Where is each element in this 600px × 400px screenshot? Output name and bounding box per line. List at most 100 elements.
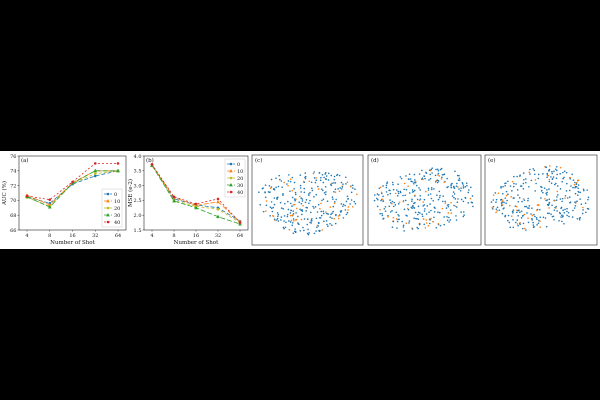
scatter-point <box>272 188 275 191</box>
scatter-point <box>534 173 536 176</box>
scatter-point <box>413 173 416 176</box>
scatter-point <box>447 203 450 206</box>
panel-label: (c) <box>255 157 262 164</box>
scatter-point <box>378 187 381 190</box>
scatter-point <box>373 199 376 202</box>
scatter-point <box>564 208 566 211</box>
scatter-point <box>313 177 316 179</box>
scatter-point <box>572 186 574 189</box>
data-point <box>216 214 220 219</box>
scatter-point <box>405 188 408 191</box>
scatter-point <box>559 166 562 169</box>
scatter-point <box>286 183 288 185</box>
scatter-point <box>547 174 550 177</box>
scatter-point <box>502 185 504 188</box>
scatter-point <box>537 177 540 180</box>
scatter-point <box>373 194 376 196</box>
x-tick-label: 64 <box>237 233 243 239</box>
scatter-point <box>396 227 398 229</box>
scatter-point <box>292 213 295 215</box>
legend-marker <box>229 183 233 187</box>
scatter-point <box>385 191 388 193</box>
scatter-point <box>299 229 302 232</box>
scatter-point <box>427 194 430 196</box>
scatter-point <box>376 197 378 200</box>
data-point <box>216 207 220 211</box>
scatter-point <box>300 191 302 193</box>
scatter-point <box>501 204 503 207</box>
scatter-point <box>424 227 427 229</box>
scatter-point <box>382 200 385 202</box>
scatter-point <box>337 215 340 217</box>
scatter-point <box>270 178 273 181</box>
scatter-point <box>310 181 313 184</box>
scatter-point <box>397 183 399 185</box>
legend-marker <box>106 213 110 217</box>
scatter-point <box>544 217 547 219</box>
scatter-point <box>291 189 294 192</box>
scatter-point <box>429 203 431 205</box>
scatter-point <box>290 219 293 222</box>
data-point <box>216 199 220 204</box>
scatter-point <box>497 192 500 194</box>
scatter-point <box>324 172 327 174</box>
data-point <box>93 174 97 178</box>
scatter-point <box>534 179 537 181</box>
scatter-point <box>546 189 548 191</box>
scatter-point <box>419 194 422 197</box>
scatter-point <box>379 208 381 211</box>
scatter-point <box>304 201 307 204</box>
scatter-point <box>495 208 498 210</box>
scatter-point <box>333 217 336 220</box>
scatter-point <box>398 218 400 221</box>
scatter-point <box>315 230 317 232</box>
scatter-point <box>403 230 405 232</box>
scatter-point <box>508 221 511 224</box>
scatter-point <box>351 205 354 208</box>
scatter-point <box>293 203 296 206</box>
scatter-point <box>514 205 517 207</box>
scatter-point <box>415 217 417 220</box>
scatter-point <box>271 210 274 213</box>
scatter-point <box>428 222 431 225</box>
scatter-point <box>454 198 457 200</box>
scatter-point <box>448 221 450 223</box>
scatter-point <box>309 221 311 224</box>
scatter-point <box>531 217 533 220</box>
data-point <box>25 194 29 198</box>
scatter-point <box>402 226 405 228</box>
scatter-point <box>288 220 290 222</box>
scatter-point <box>303 191 306 194</box>
data-point <box>172 195 176 199</box>
scatter-point <box>576 200 578 202</box>
scatter-point <box>461 181 464 184</box>
scatter-point <box>416 198 419 201</box>
scatter-point <box>439 194 441 197</box>
scatter-point <box>307 228 309 231</box>
scatter-point <box>553 209 556 211</box>
scatter-point <box>299 174 302 176</box>
scatter-point <box>264 196 267 198</box>
data-point <box>150 162 154 166</box>
scatter-point <box>280 180 283 182</box>
scatter-point <box>570 185 572 187</box>
scatter-point <box>389 201 392 204</box>
scatter-point <box>559 198 562 200</box>
scatter-point <box>287 180 290 182</box>
scatter-point <box>321 199 323 202</box>
scatter-point <box>462 211 465 213</box>
scatter-point <box>322 210 325 213</box>
scatter-point <box>295 218 298 221</box>
scatter-point <box>398 215 400 217</box>
scatter-point <box>289 221 292 223</box>
scatter-point <box>523 227 526 230</box>
scatter-point <box>429 193 432 195</box>
scatter-point <box>382 185 384 187</box>
scatter-point <box>582 188 585 191</box>
scatter-point <box>532 168 535 170</box>
scatter-point <box>490 201 493 203</box>
scatter-point <box>500 198 503 201</box>
scatter-point <box>444 202 447 204</box>
